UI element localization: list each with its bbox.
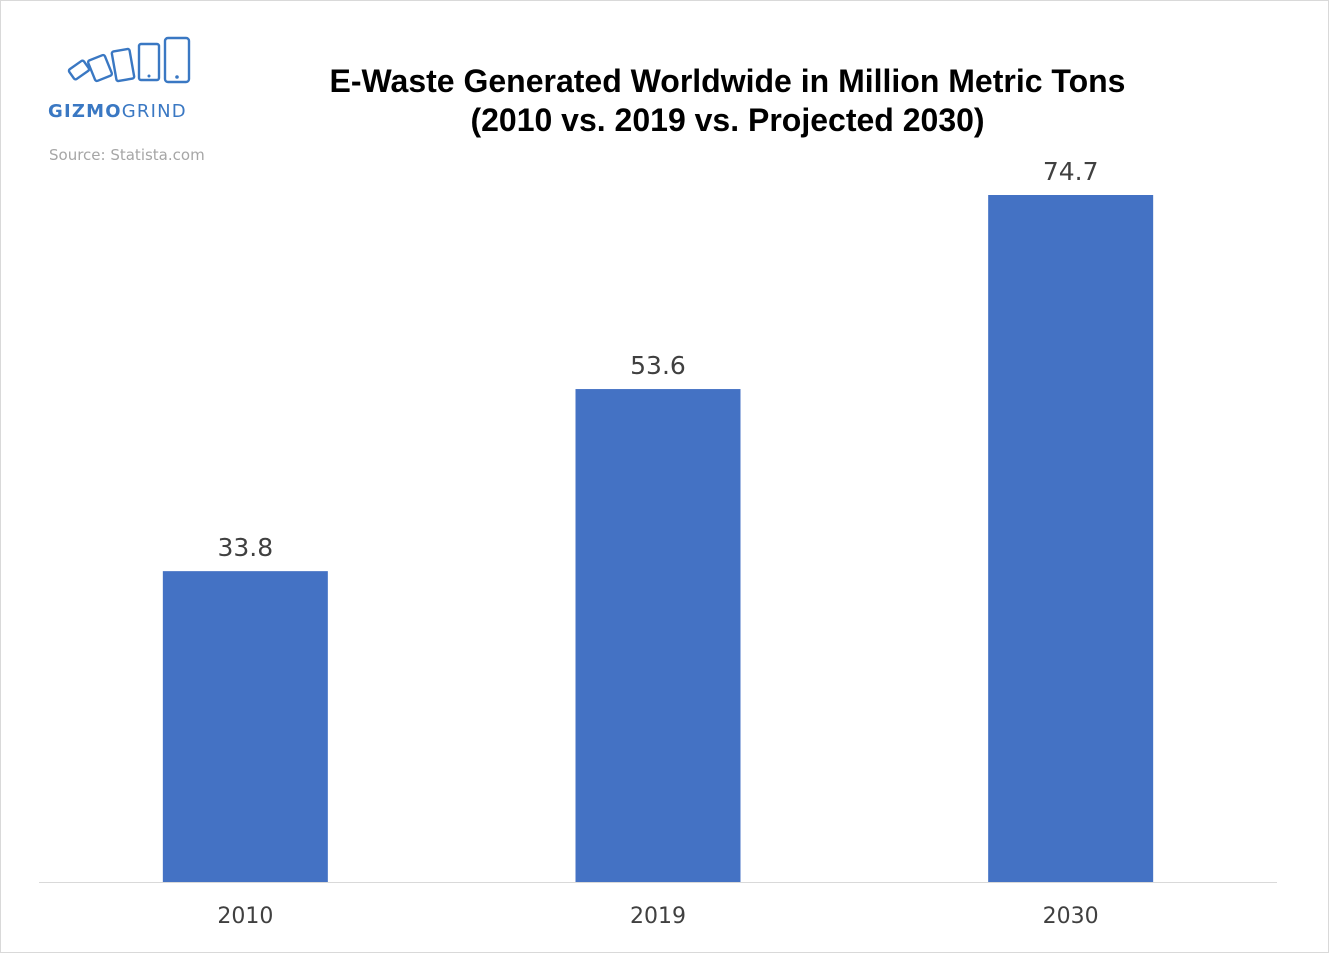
bar-2010 (162, 571, 328, 882)
value-labels-group: 33.8 53.6 74.7 (217, 157, 1098, 562)
chart-title-line1: E-Waste Generated Worldwide in Million M… (329, 63, 1126, 99)
x-tick-label-2030: 2030 (1043, 904, 1099, 929)
data-label-2030: 74.7 (1043, 157, 1099, 186)
x-tick-label-2010: 2010 (217, 904, 273, 929)
x-tick-labels-group: 2010 2019 2030 (217, 904, 1098, 929)
phones-icon (67, 36, 191, 84)
data-label-2010: 33.8 (217, 533, 273, 562)
brand-wordmark: GIZMOGRIND (48, 102, 187, 122)
brand-name-light: GRIND (121, 101, 187, 122)
brand-name-strong: GIZMO (48, 101, 122, 122)
brand-logo: GIZMOGRIND (48, 36, 228, 128)
chart-title-line2: (2010 vs. 2019 vs. Projected 2030) (470, 102, 985, 138)
data-label-2019: 53.6 (630, 351, 686, 380)
source-note: Source: Statista.com (49, 146, 205, 164)
x-tick-label-2019: 2019 (630, 904, 686, 929)
bars-group (162, 195, 1154, 882)
bar-2019 (575, 389, 741, 882)
bar-2030 (988, 195, 1154, 882)
